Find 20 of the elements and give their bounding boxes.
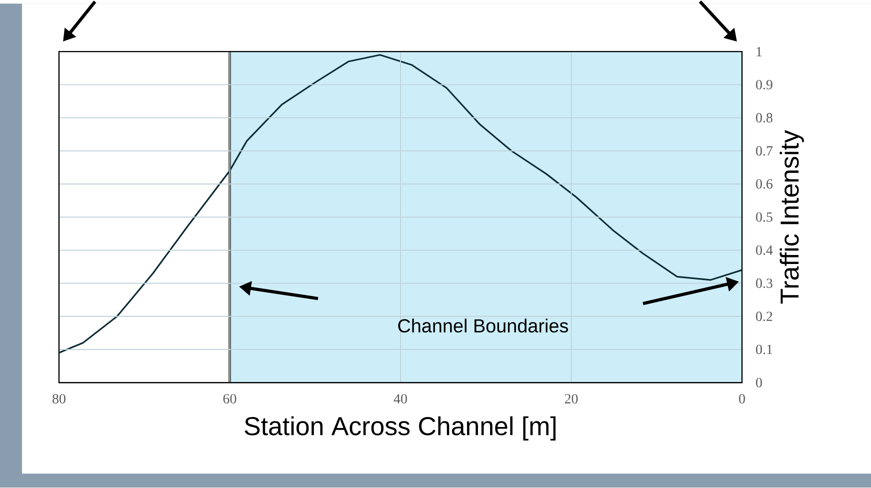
- x-tick-label: 60: [223, 394, 236, 404]
- x-tick-label: 0: [739, 394, 745, 404]
- x-tick-label: 80: [52, 394, 66, 404]
- y-tick-label: 0.3: [756, 278, 772, 288]
- y-tick-label: 0.5: [756, 212, 772, 222]
- line-series: [58, 54, 742, 354]
- x-axis-title: Station Across Channel [m]: [244, 416, 556, 441]
- y-tick-label: 0.9: [756, 80, 772, 90]
- y-tick-label: 0.6: [756, 179, 773, 189]
- y-tick-label: 0.8: [756, 113, 772, 123]
- annotation: Channel Boundaries: [398, 318, 568, 333]
- y-tick-label: 0.7: [756, 146, 773, 156]
- x-tick-label: 20: [564, 394, 578, 404]
- y-tick-label: 0: [756, 378, 762, 388]
- y-tick-label: 0.2: [756, 312, 772, 322]
- y-axis-title: Traffic Intensity: [780, 130, 804, 304]
- y-tick-label: 0.1: [756, 344, 772, 354]
- y-tick-label: 0.4: [756, 246, 773, 256]
- y-tick-label: 1: [756, 47, 762, 56]
- x-tick-label: 40: [394, 394, 407, 404]
